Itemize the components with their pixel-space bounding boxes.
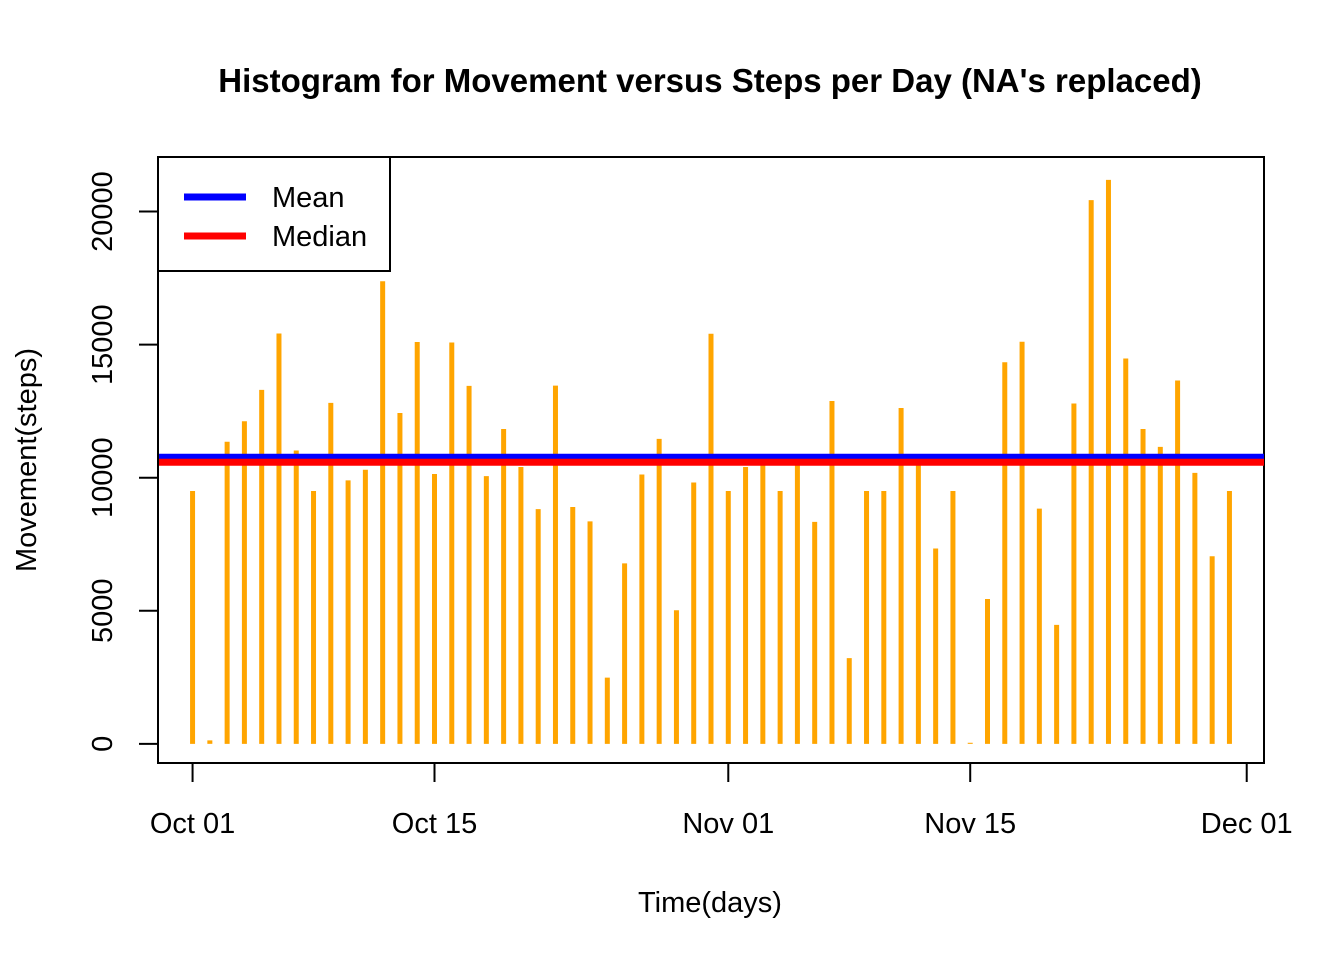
x-axis: Oct 01 Oct 15 Nov 01 Nov 15 Dec 01 (150, 762, 1293, 840)
y-axis-title: Movement(steps) (11, 348, 43, 572)
legend-mean-label: Mean (272, 182, 345, 214)
x-tick-label: Dec 01 (1201, 808, 1293, 840)
y-tick-label: 15000 (87, 304, 119, 385)
chart-title: Histogram for Movement versus Steps per … (218, 62, 1201, 99)
x-tick-label: Oct 01 (150, 808, 235, 840)
x-axis-title: Time(days) (638, 887, 782, 919)
bars-group (190, 179, 1232, 744)
x-tick-label: Oct 15 (392, 808, 477, 840)
y-axis: 0 5000 10000 15000 20000 (87, 171, 159, 752)
y-tick-label: 0 (87, 736, 119, 752)
y-tick-label: 10000 (87, 437, 119, 518)
x-tick-label: Nov 15 (924, 808, 1016, 840)
y-tick-label: 20000 (87, 171, 119, 252)
legend-median-label: Median (272, 221, 367, 253)
legend: Mean Median (157, 156, 391, 272)
y-tick-label: 5000 (87, 579, 119, 644)
legend-box (157, 156, 391, 272)
x-tick-label: Nov 01 (682, 808, 774, 840)
